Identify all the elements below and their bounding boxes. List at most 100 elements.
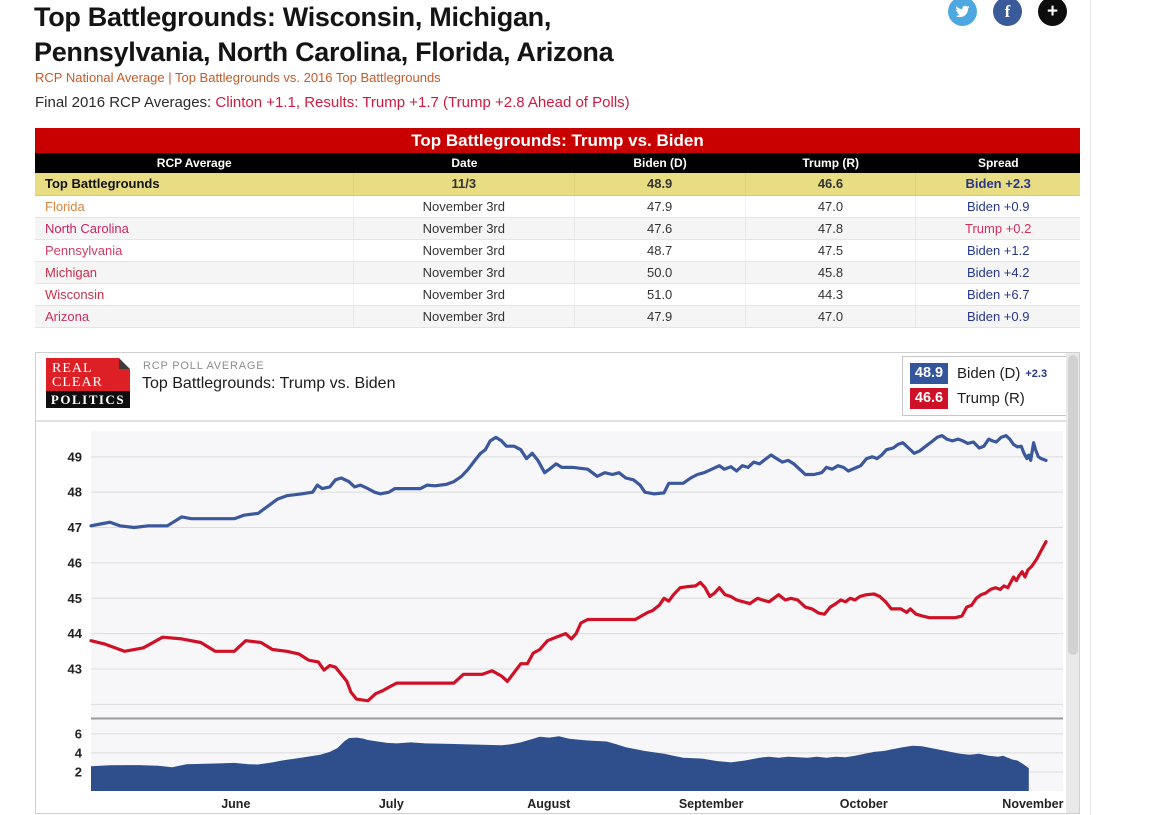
biden-value: 47.9 xyxy=(575,196,746,217)
col-header-spread: Spread xyxy=(977,156,1019,170)
svg-text:June: June xyxy=(221,797,250,811)
table-row: Florida November 3rd 47.9 47.0 Biden +0.9 xyxy=(35,196,1080,218)
facebook-icon: f xyxy=(1004,2,1011,21)
chart-kicker: RCP POLL AVERAGE xyxy=(143,360,265,372)
rcp-logo: REAL CLEAR POLITICS xyxy=(46,358,130,408)
page-title-line2: Pennsylvania, North Carolina, Florida, A… xyxy=(34,37,614,67)
legend-label-biden: Biden (D) xyxy=(957,365,1021,382)
poll-date: November 3rd xyxy=(354,262,575,283)
poll-date: 11/3 xyxy=(354,173,575,195)
table-row: Pennsylvania November 3rd 48.7 47.5 Biden +1… xyxy=(35,240,1080,262)
biden-line-series xyxy=(89,433,1048,530)
spread-value: Trump +0.2 xyxy=(965,221,1032,236)
trump-value: 46.6 xyxy=(746,173,917,195)
poll-average-chart-card: REAL CLEAR POLITICS RCP POLL AVERAGE Top… xyxy=(35,352,1080,814)
svg-text:4: 4 xyxy=(75,745,83,760)
table-header-row: RCP Average Date Biden (D) Trump (R) Spr… xyxy=(35,153,1080,173)
breadcrumb[interactable]: RCP National Average | Top Battlegrounds… xyxy=(35,70,441,85)
spread-value: Biden +6.7 xyxy=(966,287,1030,302)
svg-text:August: August xyxy=(527,797,571,811)
legend-row-trump: 46.6 Trump (R) xyxy=(910,386,1070,411)
svg-text:July: July xyxy=(379,797,404,811)
table-row: Arizona November 3rd 47.9 47.0 Biden +0.9 xyxy=(35,306,1080,328)
biden-value: 48.7 xyxy=(575,240,746,261)
plot-background xyxy=(91,431,1063,791)
table-body: Florida November 3rd 47.9 47.0 Biden +0.9 Nor… xyxy=(35,196,1080,328)
trump-value: 44.3 xyxy=(746,284,917,305)
x-axis-month-labels: June July August September October November xyxy=(221,797,1063,811)
page-edge-rule xyxy=(1090,0,1091,815)
state-link[interactable]: Michigan xyxy=(35,262,354,283)
biden-value: 50.0 xyxy=(575,262,746,283)
col-header-date: Date xyxy=(355,153,576,173)
final-2016-averages: Final 2016 RCP Averages: Clinton +1.1, R… xyxy=(35,94,630,111)
facebook-share-button[interactable]: f xyxy=(993,0,1022,26)
svg-text:2: 2 xyxy=(75,764,82,779)
biden-value: 48.9 xyxy=(575,173,746,195)
biden-value: 47.6 xyxy=(575,218,746,239)
poll-date: November 3rd xyxy=(354,218,575,239)
chart-scrollbar[interactable] xyxy=(1066,353,1079,813)
biden-value: 51.0 xyxy=(575,284,746,305)
poll-date: November 3rd xyxy=(354,284,575,305)
trump-average-badge: 46.6 xyxy=(910,388,948,409)
spread-area-series xyxy=(91,736,1029,791)
spread-value: Biden +0.9 xyxy=(966,309,1030,324)
biden-average-badge: 48.9 xyxy=(910,363,948,384)
legend-row-biden: 48.9 Biden (D) +2.3 xyxy=(910,361,1070,386)
chart-scrollbar-thumb[interactable] xyxy=(1067,355,1078,655)
rcp-logo-politics: POLITICS xyxy=(46,391,130,408)
state-link[interactable]: North Carolina xyxy=(35,218,354,239)
table-banner: Top Battlegrounds: Trump vs. Biden xyxy=(35,128,1080,153)
chart-legend: 48.9 Biden (D) +2.3 46.6 Trump (R) xyxy=(902,356,1078,416)
svg-text:October: October xyxy=(840,797,888,811)
twitter-icon xyxy=(955,5,970,23)
state-link[interactable]: Wisconsin xyxy=(35,284,354,305)
biden-value: 47.9 xyxy=(575,306,746,327)
trump-value: 47.0 xyxy=(746,306,917,327)
rcp-logo-real: REAL xyxy=(52,361,93,376)
more-share-button[interactable]: + xyxy=(1038,0,1067,26)
trump-value: 47.5 xyxy=(746,240,917,261)
spread-value: Biden +0.9 xyxy=(966,199,1030,214)
svg-text:48: 48 xyxy=(68,485,82,500)
table-row: Michigan November 3rd 50.0 45.8 Biden +4.2 xyxy=(35,262,1080,284)
svg-text:September: September xyxy=(679,797,744,811)
table-row: North Carolina November 3rd 47.6 47.8 Trump … xyxy=(35,218,1080,240)
spread-value: Biden +4.2 xyxy=(966,265,1030,280)
main-panel-ytick-labels: 43 44 45 46 47 48 49 xyxy=(68,449,83,676)
legend-spread-biden: +2.3 xyxy=(1025,367,1048,380)
highlight-row-top-battlegrounds: Top Battlegrounds 11/3 48.9 46.6 Biden +… xyxy=(35,173,1080,196)
final-2016-label: Final 2016 RCP Averages: xyxy=(35,94,212,111)
svg-text:46: 46 xyxy=(68,555,82,570)
legend-label-trump: Trump (R) xyxy=(957,390,1025,407)
trump-value: 47.0 xyxy=(746,196,917,217)
state-link[interactable]: Florida xyxy=(35,196,354,217)
state-link[interactable]: Pennsylvania xyxy=(35,240,354,261)
poll-date: November 3rd xyxy=(354,196,575,217)
col-header-rcp-average: RCP Average xyxy=(35,153,355,173)
svg-text:44: 44 xyxy=(68,626,83,641)
col-header-biden: Biden (D) xyxy=(575,153,746,173)
svg-text:43: 43 xyxy=(68,661,82,676)
chart-title: Top Battlegrounds: Trump vs. Biden xyxy=(142,375,396,392)
trump-value: 47.8 xyxy=(746,218,917,239)
page-title-line1: Top Battlegrounds: Wisconsin, Michigan, xyxy=(34,2,552,32)
final-2016-value: Clinton +1.1, Results: Trump +1.7 (Trump… xyxy=(215,94,630,111)
table-row: Wisconsin November 3rd 51.0 44.3 Biden +6.7 xyxy=(35,284,1080,306)
rcp-logo-clear: CLEAR xyxy=(52,375,103,390)
rcp-average-name: Top Battlegrounds xyxy=(35,173,354,195)
svg-text:6: 6 xyxy=(75,726,82,741)
twitter-share-button[interactable] xyxy=(948,0,977,26)
page-title: Top Battlegrounds: Wisconsin, Michigan, … xyxy=(34,0,954,70)
col-header-trump: Trump (R) xyxy=(746,153,917,173)
battlegrounds-table: Top Battlegrounds: Trump vs. Biden RCP A… xyxy=(35,128,1080,328)
svg-text:November: November xyxy=(1002,797,1063,811)
spread-value: Biden +2.3 xyxy=(965,176,1031,191)
plus-icon: + xyxy=(1046,1,1059,22)
svg-text:47: 47 xyxy=(68,520,82,535)
trump-value: 45.8 xyxy=(746,262,917,283)
state-link[interactable]: Arizona xyxy=(35,306,354,327)
svg-text:45: 45 xyxy=(68,591,82,606)
